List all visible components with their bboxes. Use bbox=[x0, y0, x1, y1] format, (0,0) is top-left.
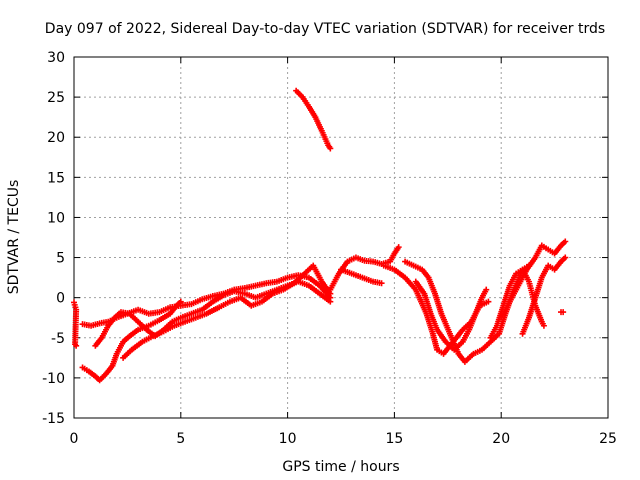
data-point bbox=[560, 309, 567, 316]
y-tick-label: 20 bbox=[47, 130, 65, 146]
y-tick-label: 10 bbox=[47, 210, 65, 226]
data-point bbox=[378, 280, 385, 287]
y-tick-label: -5 bbox=[51, 331, 65, 347]
series-track-d bbox=[79, 272, 334, 329]
data-point bbox=[562, 254, 569, 261]
series-track-o bbox=[558, 309, 567, 316]
series-track-n bbox=[519, 254, 569, 337]
data-point bbox=[485, 298, 492, 305]
tick-layer: 0 5 10 15 20 25 -15 -10 -5 0 5 10 15 20 25 30 bbox=[42, 50, 617, 447]
y-tick-label: 0 bbox=[56, 291, 65, 307]
data-point bbox=[483, 286, 490, 293]
y-tick-label: -10 bbox=[42, 371, 65, 387]
y-tick-label: 15 bbox=[47, 170, 65, 186]
x-tick-label: 10 bbox=[279, 431, 297, 447]
series-track-m bbox=[498, 238, 569, 321]
x-tick-label: 5 bbox=[176, 431, 185, 447]
x-tick-label: 25 bbox=[599, 431, 617, 447]
y-tick-label: 5 bbox=[56, 251, 65, 267]
data-point bbox=[540, 322, 547, 329]
x-tick-label: 15 bbox=[385, 431, 403, 447]
x-tick-label: 20 bbox=[492, 431, 510, 447]
series-track-h bbox=[338, 266, 385, 287]
y-axis-label: SDTVAR / TECUs bbox=[6, 180, 22, 295]
x-axis-label: GPS time / hours bbox=[282, 459, 399, 475]
grid-layer bbox=[74, 57, 608, 418]
data-point bbox=[327, 145, 334, 152]
y-tick-label: 30 bbox=[47, 50, 65, 66]
series-track-a bbox=[71, 299, 80, 349]
y-tick-label: -15 bbox=[42, 411, 65, 427]
chart-title: Day 097 of 2022, Sidereal Day-to-day VTE… bbox=[45, 21, 605, 37]
data-point bbox=[562, 238, 569, 245]
marker-layer bbox=[71, 87, 569, 384]
series-track-e bbox=[120, 262, 334, 361]
series-track-k bbox=[412, 278, 490, 353]
series-track-f bbox=[293, 87, 334, 152]
series-track-b bbox=[79, 298, 184, 384]
x-tick-label: 0 bbox=[70, 431, 79, 447]
data-point bbox=[395, 244, 402, 251]
data-point bbox=[73, 342, 80, 349]
plot-frame bbox=[73, 56, 609, 419]
series-track-j bbox=[402, 258, 532, 365]
y-tick-label: 25 bbox=[47, 90, 65, 106]
